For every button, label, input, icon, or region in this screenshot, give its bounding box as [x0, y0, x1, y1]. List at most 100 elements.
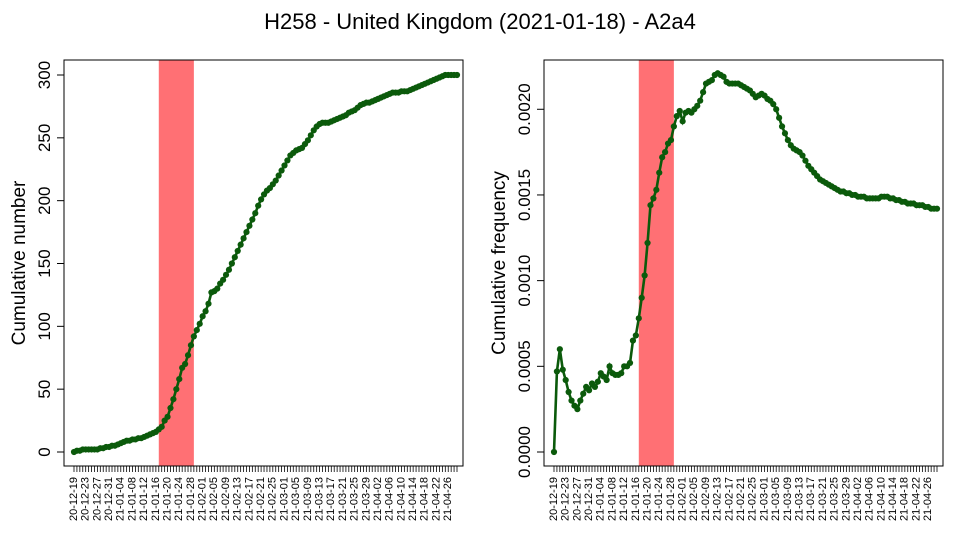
- left-chart: 0 50 100 150 200 250 300 Cumulative number 20-12…: [9, 59, 464, 521]
- x-tick-label: 21-04-02: [852, 477, 864, 521]
- x-tick-label: 21-01-24: [173, 477, 185, 521]
- data-point: [281, 162, 288, 169]
- plot-frame: [543, 59, 944, 467]
- data-point: [632, 332, 639, 339]
- data-point: [225, 266, 233, 273]
- data-point: [550, 448, 558, 456]
- y-axis-label: Cumulative number: [9, 180, 30, 345]
- x-tick-label: 21-01-08: [606, 477, 618, 521]
- data-point: [220, 276, 227, 283]
- x-tick-label: 21-02-01: [197, 477, 209, 521]
- data-point: [193, 327, 200, 334]
- x-tick-label: 21-03-21: [337, 477, 349, 521]
- x-tick-label: 21-02-25: [747, 477, 759, 521]
- x-tick-label: 21-03-21: [817, 477, 829, 521]
- x-tick-label: 21-03-13: [793, 477, 805, 521]
- data-point: [243, 228, 250, 236]
- data-point: [694, 102, 701, 109]
- x-tick-label: 20-12-27: [91, 477, 103, 521]
- data-point: [565, 388, 572, 396]
- x-tick-label: 20-12-23: [560, 477, 572, 521]
- x-tick-label: 21-04-02: [372, 477, 384, 521]
- data-point: [700, 89, 707, 96]
- x-tick-label: 21-01-20: [641, 477, 653, 521]
- series-line: [73, 73, 457, 454]
- x-tick-label: 21-02-09: [220, 477, 232, 521]
- y-tick-label: 0.0015: [515, 169, 534, 221]
- x-tick-label: 20-12-27: [571, 477, 583, 521]
- data-point: [237, 241, 244, 248]
- x-tick-label: 21-01-24: [653, 477, 665, 521]
- x-tick-label: 21-01-04: [595, 477, 607, 521]
- y-tick-label: 150: [35, 249, 54, 277]
- x-tick-label: 21-03-25: [829, 477, 841, 521]
- x-tick-label: 21-02-13: [712, 477, 724, 521]
- x-tick-label: 21-02-09: [700, 477, 712, 521]
- data-point: [784, 137, 791, 144]
- x-tick-label: 21-02-21: [255, 477, 267, 521]
- data-point: [214, 285, 221, 292]
- data-point: [647, 202, 654, 209]
- data-point: [606, 363, 613, 370]
- data-point: [222, 271, 230, 278]
- x-tick-label: 21-03-05: [770, 477, 782, 521]
- y-tick-label: 0.0005: [515, 340, 534, 392]
- x-tick-label: 21-01-12: [138, 477, 150, 521]
- x-tick-label: 21-04-14: [407, 477, 419, 521]
- data-point: [559, 366, 566, 373]
- data-point: [202, 308, 209, 315]
- data-point: [580, 390, 587, 397]
- x-tick-label: 21-03-01: [758, 477, 770, 521]
- data-point: [556, 346, 563, 353]
- data-point: [167, 404, 174, 412]
- data-point: [284, 157, 291, 164]
- data-point: [650, 195, 657, 202]
- highlight-band: [158, 60, 194, 466]
- data-point: [635, 315, 642, 322]
- x-tick-label: 21-03-25: [349, 477, 361, 521]
- x-tick-label: 21-01-04: [115, 477, 127, 521]
- data-point: [187, 342, 195, 349]
- y-axis-label: Cumulative frequency: [489, 171, 510, 355]
- data-point: [778, 123, 786, 130]
- x-tick-label: 21-04-10: [395, 477, 407, 521]
- x-tick-label: 21-04-22: [910, 477, 922, 521]
- data-point: [773, 106, 780, 113]
- data-point: [591, 383, 599, 390]
- data-point: [679, 118, 686, 125]
- data-point: [770, 101, 777, 108]
- x-tick-label: 21-04-06: [384, 477, 396, 521]
- data-point: [562, 376, 569, 384]
- data-point: [661, 149, 669, 156]
- x-tick-label: 21-01-16: [630, 477, 642, 521]
- x-tick-label: 21-02-13: [232, 477, 244, 521]
- y-tick-label: 50: [35, 380, 54, 399]
- data-point: [670, 123, 677, 130]
- highlight-band: [638, 60, 674, 466]
- data-point: [673, 113, 680, 120]
- x-tick-label: 21-01-16: [150, 477, 162, 521]
- data-point: [255, 202, 262, 209]
- x-tick-label: 21-04-18: [419, 477, 431, 521]
- data-point: [594, 378, 601, 385]
- data-point: [272, 177, 279, 184]
- data-point: [173, 386, 180, 393]
- data-point: [585, 387, 593, 394]
- data-point: [190, 333, 197, 340]
- x-tick-label: 20-12-19: [548, 477, 560, 521]
- x-tick-label: 21-03-09: [782, 477, 794, 521]
- x-tick-label: 21-02-05: [688, 477, 700, 521]
- data-point: [574, 406, 581, 413]
- x-tick-label: 21-03-01: [278, 477, 290, 521]
- data-point: [275, 172, 282, 179]
- data-point: [246, 222, 253, 229]
- data-point: [240, 235, 247, 242]
- data-point: [252, 210, 259, 217]
- figure-title: H258 - United Kingdom (2021-01-18) - A2a…: [264, 9, 696, 34]
- x-tick-label: 21-04-10: [875, 477, 887, 521]
- x-tick-label: 21-04-06: [864, 477, 876, 521]
- data-point: [659, 154, 666, 161]
- data-point: [799, 152, 806, 159]
- series-line: [552, 71, 937, 453]
